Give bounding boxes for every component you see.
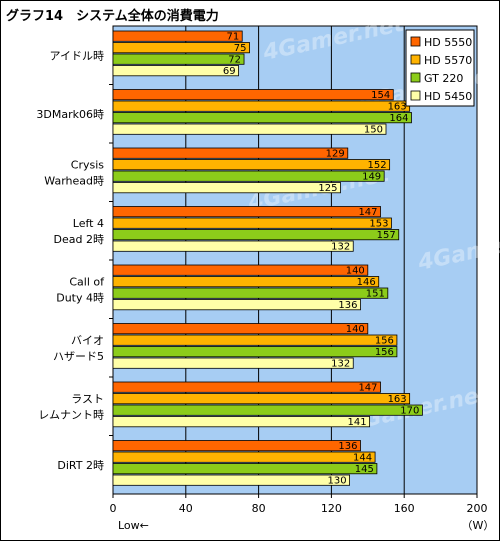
bar (112, 440, 361, 452)
bar (112, 65, 239, 77)
x-unit-label: （W） (462, 519, 495, 532)
bar-value-label: 151 (366, 289, 385, 300)
bar-value-label: 75 (234, 43, 247, 54)
bar (112, 451, 376, 463)
bar-value-label: 149 (362, 172, 381, 183)
bar (112, 123, 387, 135)
bar-value-label: 150 (364, 125, 383, 136)
bar (112, 463, 378, 475)
bar (112, 416, 371, 428)
legend-swatch (410, 72, 421, 83)
bar (112, 474, 351, 486)
bar (112, 276, 380, 288)
bar-value-label: 154 (371, 90, 390, 101)
legend-swatch (410, 90, 421, 101)
bar-value-label: 156 (375, 336, 394, 347)
bar (112, 100, 411, 112)
bar (112, 53, 245, 65)
bar (112, 323, 369, 335)
x-tick-label: 40 (179, 502, 193, 515)
category-label: レムナント時 (38, 408, 104, 421)
bar (112, 346, 398, 358)
category-label: ハザード5 (53, 350, 104, 363)
bar (112, 89, 394, 101)
chart-title: グラフ14 システム全体の消費電力 (6, 9, 219, 24)
category-label: Left 4 (73, 217, 104, 230)
category-label: Crysis (71, 158, 105, 171)
bar-value-label: 170 (400, 406, 419, 417)
bar (112, 357, 354, 369)
bar-value-label: 125 (318, 183, 337, 194)
category-label: Call of (69, 275, 105, 288)
bar-value-label: 157 (377, 230, 396, 241)
x-tick-label: 120 (321, 502, 342, 515)
bar-value-label: 152 (368, 160, 387, 171)
bar-value-label: 141 (348, 417, 367, 428)
category-label: DiRT 2時 (57, 459, 104, 472)
category-label: Dead 2時 (54, 233, 104, 246)
legend-label: HD 5450 (424, 90, 472, 103)
bar (112, 229, 400, 241)
x-tick-label: 0 (110, 502, 117, 515)
legend-label: GT 220 (424, 72, 463, 85)
bar-value-label: 69 (223, 66, 236, 77)
bar (112, 393, 411, 405)
bar-value-label: 153 (369, 219, 388, 230)
bar-value-label: 163 (388, 102, 407, 113)
bar-value-label: 147 (358, 383, 377, 394)
bar (112, 30, 243, 42)
bar (112, 182, 341, 194)
category-label: 3DMark06時 (36, 108, 104, 121)
bar-value-label: 156 (375, 347, 394, 358)
legend-label: HD 5550 (424, 36, 472, 49)
bar-value-label: 130 (328, 476, 347, 487)
bar (112, 334, 398, 346)
legend-label: HD 5570 (424, 54, 472, 67)
bar-value-label: 163 (388, 394, 407, 405)
legend-swatch (410, 36, 421, 47)
bar-value-label: 147 (358, 207, 377, 218)
x-tick-label: 200 (467, 502, 488, 515)
bar-value-label: 71 (226, 32, 239, 43)
bar-value-label: 140 (346, 324, 365, 335)
bar (112, 264, 369, 276)
x-tick-label: 160 (394, 502, 415, 515)
bar (112, 381, 381, 393)
category-label: バイオ (71, 334, 104, 347)
bar (112, 240, 354, 252)
bar-value-label: 164 (389, 113, 408, 124)
x-direction-note: Low← (118, 519, 149, 532)
bar (112, 170, 385, 182)
bar (112, 147, 349, 159)
bar (112, 404, 423, 416)
bar-value-label: 129 (326, 149, 345, 160)
bar (112, 287, 389, 299)
bar-value-label: 72 (228, 55, 241, 66)
legend-swatch (410, 54, 421, 65)
category-label: Duty 4時 (56, 291, 104, 304)
bar (112, 112, 412, 124)
bar-value-label: 146 (357, 277, 376, 288)
bar (112, 217, 392, 229)
bar-value-label: 136 (338, 441, 357, 452)
bar-value-label: 144 (353, 453, 372, 464)
x-tick-label: 80 (252, 502, 266, 515)
bar-value-label: 132 (331, 359, 350, 370)
bar (112, 206, 381, 218)
bar-value-label: 136 (338, 300, 357, 311)
bar-value-label: 140 (346, 266, 365, 277)
bar (112, 159, 391, 171)
bar (112, 299, 361, 311)
bar-value-label: 145 (355, 464, 374, 475)
bar-value-label: 132 (331, 242, 350, 253)
bar (112, 42, 250, 54)
category-label: ラスト (71, 392, 104, 405)
category-label: Warhead時 (44, 174, 104, 187)
category-label: アイドル時 (50, 49, 104, 62)
